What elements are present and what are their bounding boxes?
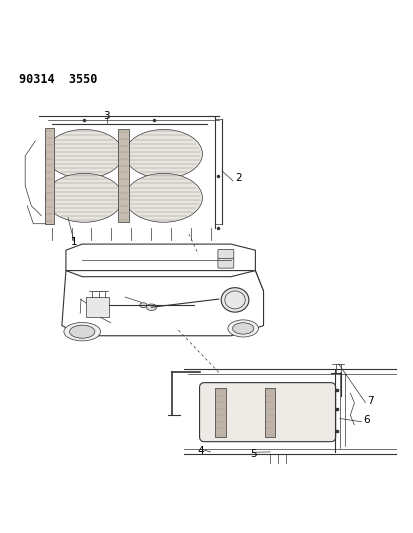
Text: 7: 7 — [368, 396, 374, 406]
Ellipse shape — [45, 130, 123, 179]
Text: 1: 1 — [71, 237, 77, 247]
Ellipse shape — [125, 173, 202, 222]
Ellipse shape — [45, 173, 123, 222]
Text: 6: 6 — [363, 415, 370, 425]
Ellipse shape — [233, 322, 254, 334]
Ellipse shape — [125, 130, 202, 179]
Ellipse shape — [64, 322, 100, 341]
Text: 90314  3550: 90314 3550 — [19, 73, 97, 86]
Text: 5: 5 — [250, 449, 256, 459]
Text: 2: 2 — [235, 173, 242, 183]
Ellipse shape — [221, 288, 249, 312]
Text: 3: 3 — [103, 111, 110, 121]
FancyBboxPatch shape — [265, 387, 275, 437]
FancyBboxPatch shape — [218, 249, 234, 259]
FancyBboxPatch shape — [216, 387, 226, 437]
Ellipse shape — [70, 325, 95, 338]
Ellipse shape — [146, 304, 157, 311]
Ellipse shape — [140, 303, 147, 308]
FancyBboxPatch shape — [218, 257, 234, 268]
FancyBboxPatch shape — [45, 128, 54, 224]
FancyBboxPatch shape — [199, 383, 336, 442]
Text: 4: 4 — [197, 446, 204, 456]
FancyBboxPatch shape — [118, 129, 130, 222]
FancyBboxPatch shape — [86, 297, 109, 318]
Ellipse shape — [228, 320, 259, 337]
